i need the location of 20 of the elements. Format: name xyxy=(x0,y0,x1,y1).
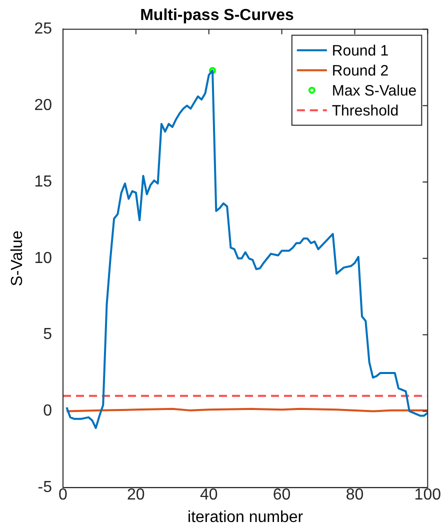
y-tick-label: 0 xyxy=(43,402,52,420)
y-tick-label: 20 xyxy=(34,97,52,114)
legend-label: Round 2 xyxy=(332,62,389,80)
x-tick-label: 100 xyxy=(414,486,442,504)
legend-label: Round 1 xyxy=(332,42,389,60)
y-tick-label: 25 xyxy=(34,20,52,38)
legend-label: Threshold xyxy=(332,102,399,120)
chart-title: Multi-pass S-Curves xyxy=(140,7,294,24)
x-tick-label: 20 xyxy=(127,486,145,504)
legend-label: Max S-Value xyxy=(332,82,417,100)
y-tick-label: 5 xyxy=(43,326,52,344)
y-tick-label: 15 xyxy=(34,173,52,190)
x-tick-label: 60 xyxy=(272,486,291,504)
y-axis-title: S-Value xyxy=(9,230,26,286)
x-tick-label: 80 xyxy=(346,486,364,504)
y-tick-label: -5 xyxy=(38,479,52,496)
y-tick-label: 10 xyxy=(34,250,52,267)
x-tick-label: 0 xyxy=(58,486,68,504)
x-axis-title: iteration number xyxy=(188,508,304,526)
x-tick-label: 40 xyxy=(200,486,218,504)
